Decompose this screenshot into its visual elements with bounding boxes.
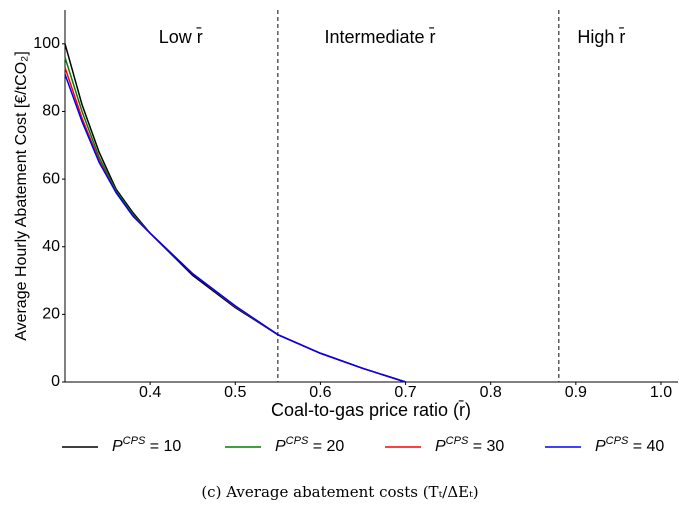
legend-label: PCPS = 20 <box>275 435 344 455</box>
region-label: High r̄ <box>577 27 625 47</box>
y-tick-label: 20 <box>42 306 60 323</box>
x-tick-label: 0.9 <box>565 384 587 401</box>
region-label: Intermediate r̄ <box>324 27 435 47</box>
y-tick-label: 80 <box>42 103 60 120</box>
y-tick-label: 60 <box>42 170 60 187</box>
legend-label: PCPS = 40 <box>595 435 664 455</box>
legend-label: PCPS = 10 <box>112 435 181 455</box>
series-line <box>64 43 406 383</box>
series-line <box>64 74 406 383</box>
y-tick-label: 0 <box>51 373 60 390</box>
x-tick-label: 0.8 <box>480 384 502 401</box>
series-line <box>64 57 406 383</box>
x-tick-label: 1.0 <box>650 384 672 401</box>
y-axis-label: Average Hourly Abatement Cost [€/tCO₂] <box>13 51 30 341</box>
x-axis-label: Coal-to-gas price ratio (r̄) <box>271 400 471 420</box>
legend-label: PCPS = 30 <box>435 435 504 455</box>
series-line <box>64 67 406 383</box>
x-tick-label: 0.7 <box>394 384 416 401</box>
x-tick-label: 0.4 <box>139 384 161 401</box>
y-tick-label: 100 <box>33 35 60 52</box>
y-tick-label: 40 <box>42 238 60 255</box>
region-label: Low r̄ <box>159 27 203 47</box>
x-tick-label: 0.5 <box>224 384 246 401</box>
x-tick-label: 0.6 <box>309 384 331 401</box>
caption: (c) Average abatement costs (Tₜ/ΔEₜ) <box>201 483 478 501</box>
